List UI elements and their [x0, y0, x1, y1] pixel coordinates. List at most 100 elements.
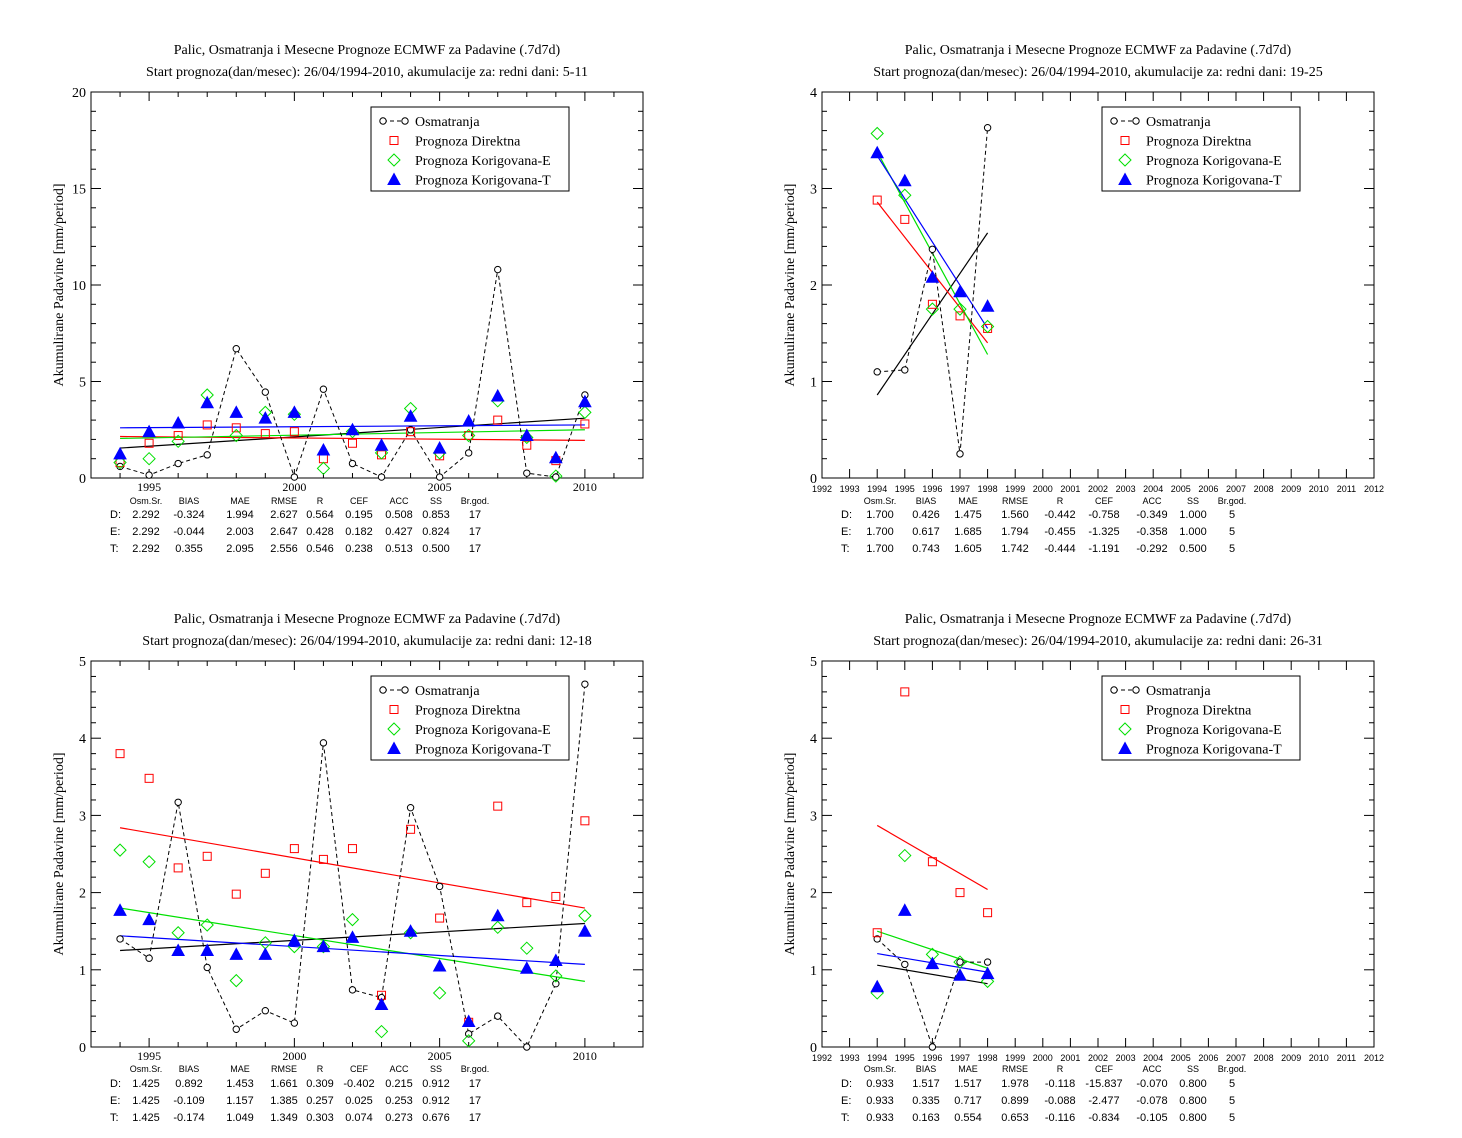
data-point-T [980, 966, 995, 980]
data-point-obs [581, 680, 589, 688]
legend-marker [379, 686, 387, 694]
data-point-D [318, 854, 328, 864]
data-point-obs [552, 473, 560, 481]
stats-value: 0.257 [306, 1095, 334, 1107]
data-point-E [549, 469, 563, 483]
stats-header: BIAS [916, 1064, 937, 1074]
data-point-D [955, 311, 965, 321]
plot-frame [90, 660, 644, 1048]
stats-value: 0.853 [422, 509, 450, 521]
stats-value: 2.292 [132, 509, 160, 521]
legend-marker [389, 136, 399, 145]
data-point-D [522, 898, 532, 908]
trend-line-E [119, 907, 585, 982]
stats-value: 1.794 [1001, 526, 1029, 538]
x-tick-label: 2005 [428, 480, 452, 494]
data-point-T [316, 442, 331, 456]
legend-marker [1118, 722, 1132, 736]
data-point-T [897, 173, 912, 187]
x-tick-label: 2008 [1254, 1053, 1274, 1063]
data-point-T [374, 997, 389, 1011]
x-tick-label: 2008 [1254, 484, 1274, 494]
data-point-D [872, 928, 882, 938]
legend-marker [389, 705, 399, 714]
data-point-T [519, 428, 534, 442]
series-line-osmatranja [876, 938, 988, 1049]
data-point-obs [348, 986, 357, 994]
stats-value: 2.095 [226, 543, 254, 555]
y-tick-label: 10 [72, 279, 86, 294]
stats-value: 0.653 [1001, 1112, 1029, 1124]
data-point-T [490, 908, 505, 922]
x-tick-label: 2011 [1337, 484, 1356, 494]
data-point-D [202, 851, 212, 861]
stats-row-label: T: [110, 543, 119, 555]
legend-marker [387, 722, 401, 736]
data-point-E [316, 939, 331, 954]
stats-value: 2.003 [226, 526, 254, 538]
stats-value: -0.174 [173, 1112, 204, 1124]
y-tick-label: 15 [72, 183, 86, 198]
chart-subtitle: Start prognoza(dan/mesec): 26/04/1994-20… [146, 65, 588, 80]
stats-value: -0.444 [1044, 543, 1075, 555]
data-point-obs [319, 739, 328, 747]
stats-value: -1.191 [1088, 543, 1119, 555]
y-tick-label: 3 [810, 183, 817, 198]
data-point-D [260, 868, 270, 878]
x-tick-label: 2000 [1033, 484, 1053, 494]
legend-marker [387, 153, 401, 167]
stats-value: 1.700 [866, 526, 894, 538]
data-point-T [258, 411, 273, 424]
stats-row-label: D: [841, 1078, 852, 1090]
data-point-T [953, 968, 967, 981]
stats-value: -0.078 [1136, 1095, 1167, 1107]
data-point-obs [261, 1007, 270, 1015]
stats-value: 2.292 [132, 526, 160, 538]
stats-value: -0.324 [173, 509, 204, 521]
data-point-E [374, 1024, 389, 1039]
data-point-T [200, 395, 215, 409]
x-tick-label: 1999 [1005, 1053, 1025, 1063]
data-point-E [229, 973, 243, 988]
x-tick-label: 2001 [1060, 484, 1080, 494]
data-point-obs [956, 958, 964, 966]
data-point-D [551, 891, 561, 901]
data-point-D [231, 423, 241, 433]
stats-value: 1.425 [132, 1078, 160, 1090]
stats-header: MAE [230, 496, 250, 506]
stats-value: 2.647 [270, 526, 298, 538]
x-tick-label: 2000 [282, 480, 306, 494]
stats-value: 0.933 [866, 1078, 894, 1090]
data-point-E [980, 319, 995, 334]
data-point-D [318, 454, 328, 464]
data-point-E [113, 455, 127, 470]
data-point-E [403, 926, 418, 940]
data-point-D [377, 450, 387, 460]
data-point-D [347, 844, 357, 854]
stats-row-label: D: [110, 1078, 121, 1090]
legend-label: Prognoza Direktna [415, 704, 521, 719]
x-tick-label: 1999 [1005, 484, 1025, 494]
stats-header: RMSE [1002, 496, 1028, 506]
data-point-E [142, 451, 156, 466]
x-tick-label: 1996 [922, 1053, 942, 1063]
data-point-E [870, 126, 884, 141]
stats-value: -0.105 [1136, 1112, 1167, 1124]
data-point-E [345, 912, 360, 927]
stats-value: 1.700 [866, 543, 894, 555]
legend-marker [1118, 172, 1132, 185]
stats-value: 0.800 [1179, 1095, 1207, 1107]
y-axis-label: Akumulirane Padavine [mm/period] [783, 753, 798, 956]
stats-value: 1.000 [1179, 526, 1207, 538]
legend-label: Prognoza Korigovana-T [1146, 174, 1282, 189]
stats-value: -0.109 [173, 1095, 204, 1107]
data-point-E [171, 926, 185, 940]
legend-marker [1132, 117, 1140, 125]
data-point-D [289, 427, 299, 437]
data-point-E [520, 941, 534, 955]
legend-label: Prognoza Korigovana-T [415, 743, 551, 758]
data-point-E [578, 405, 592, 420]
stats-header: ACC [389, 1064, 409, 1074]
y-tick-label: 2 [79, 887, 86, 902]
